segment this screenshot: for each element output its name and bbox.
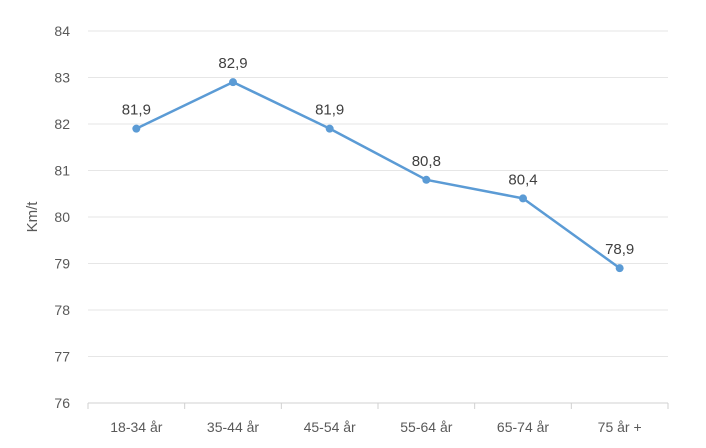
x-tick-label: 75 år + <box>598 419 642 435</box>
y-tick-label: 84 <box>54 23 70 39</box>
x-tick-label: 55-64 år <box>400 419 452 435</box>
data-point <box>132 124 141 133</box>
y-tick-label: 82 <box>54 116 70 132</box>
data-point <box>422 175 431 184</box>
y-tick-label: 78 <box>54 302 70 318</box>
gridlines <box>88 30 668 357</box>
data-label: 78,9 <box>605 241 634 258</box>
data-point <box>519 194 527 203</box>
y-tick-label: 77 <box>54 349 70 365</box>
data-label: 81,9 <box>315 102 344 119</box>
series-line <box>135 80 621 270</box>
data-label: 81,9 <box>122 102 151 119</box>
x-axis-ticks: 18-34 år 35-44 år 45-54 år 55-64 år 65-74 år… <box>87 403 669 435</box>
y-tick-label: 79 <box>54 256 70 272</box>
x-tick-label: 45-54 år <box>304 419 356 435</box>
y-tick-label: 76 <box>54 395 70 411</box>
data-point <box>229 78 237 87</box>
data-point <box>325 124 334 133</box>
series <box>132 78 624 273</box>
data-label: 80,8 <box>412 153 441 170</box>
y-tick-label: 80 <box>54 209 70 225</box>
x-tick-label: 35-44 år <box>207 419 259 435</box>
y-axis: 76 77 78 79 80 81 82 83 84 <box>54 23 70 411</box>
x-tick-label: 18-34 år <box>110 419 162 435</box>
y-tick-label: 81 <box>54 163 70 179</box>
y-tick-label: 83 <box>54 70 70 86</box>
data-labels: 81,9 82,9 81,9 80,8 80,4 78,9 <box>122 55 635 258</box>
data-label: 82,9 <box>218 55 247 72</box>
x-tick-label: 65-74 år <box>497 419 549 435</box>
data-point <box>615 264 624 273</box>
data-label: 80,4 <box>508 171 537 188</box>
y-axis-label: Km/t <box>24 201 41 233</box>
